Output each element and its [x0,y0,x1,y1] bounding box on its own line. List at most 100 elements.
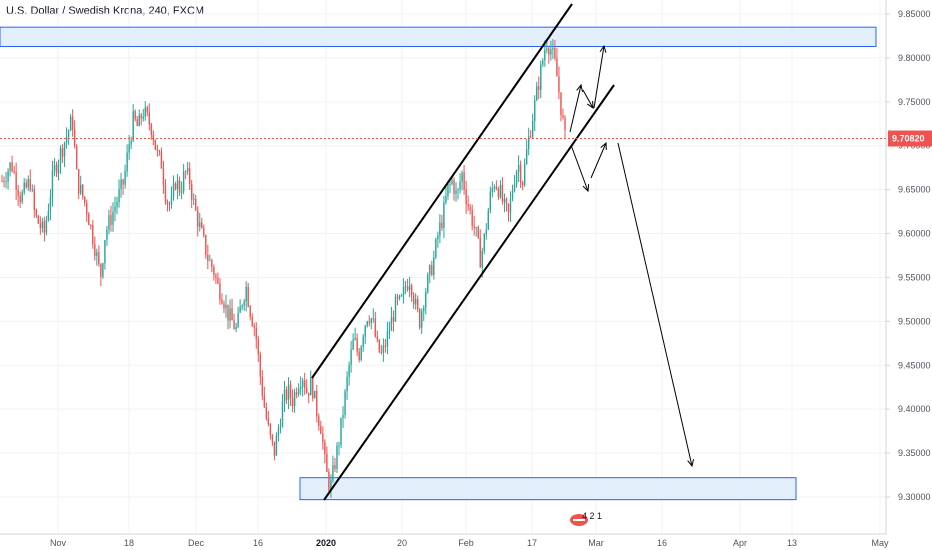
candle-body [114,206,116,212]
y-axis[interactable]: 9.850009.800009.750009.700009.650009.600… [885,0,932,550]
candle-body [116,202,118,207]
candle-body [199,222,201,227]
arrow-up-1-head [576,83,584,92]
candle-body [65,136,68,143]
candle-body [5,181,7,183]
candle-body [29,179,31,190]
y-tick-label: 9.45000 [898,360,931,370]
candle-body [538,86,540,90]
candle-body [1,180,3,182]
candle-body [427,274,429,293]
candle-body [69,116,72,131]
candle-body [509,198,512,213]
candle-body [414,299,417,305]
candle-body [9,162,11,172]
arrow-up-2 [593,45,605,109]
candle-body [513,184,516,191]
candle-body [59,148,62,164]
candle-body [443,202,445,228]
candle-body [491,188,494,192]
candle-body [138,114,140,127]
candle-body [439,222,441,236]
arrow-down-2 [570,144,589,192]
candle-body [275,435,278,456]
candle-body [344,391,346,415]
candle-body [529,136,532,138]
y-tick-label: 9.60000 [898,229,931,239]
candle-body [295,392,298,395]
candle-body [556,58,558,77]
candle-body [152,134,155,140]
arrow-down-1-head [586,100,594,110]
candle-body [41,221,44,228]
candle-body [21,192,23,203]
candle-body [261,376,264,396]
candle-body [394,296,397,322]
candle-body [418,309,421,328]
candle-body [324,442,326,454]
candle-body [209,260,211,262]
candle-body [203,227,205,236]
candle-body [299,386,302,389]
candle-body [33,189,36,210]
candle-body [86,202,88,214]
candle-body [471,209,473,227]
candle-body [100,263,102,277]
arrow-up-2-head [599,44,607,53]
candle-body [287,384,290,400]
candle-body [49,197,52,212]
candle-body [170,196,173,205]
candle-body [400,295,403,296]
candle-body [362,336,364,347]
x-tick-label: 16 [657,538,667,548]
x-tick-label: May [871,538,889,548]
candle-body [378,339,381,352]
candle-body [251,316,253,326]
candle-body [396,296,399,299]
candle-body [188,168,191,185]
candle-body [497,188,500,198]
y-tick-label: 9.55000 [898,272,931,282]
support-zone [299,477,797,501]
candle-body [90,225,92,226]
y-axis-bg [886,0,932,550]
candle-body [312,377,314,399]
candle-body [364,325,366,337]
candle-body [162,168,165,185]
candle-body [453,180,455,194]
candle-body [521,182,524,186]
candle-body [552,48,554,50]
y-tick-label: 9.85000 [898,9,931,19]
candle-body [120,179,122,190]
candle-body [281,402,284,427]
candle-body [479,237,481,268]
candle-body [350,349,352,365]
candle-body [326,453,328,472]
candle-body [160,151,163,169]
x-tick-label: 20 [397,538,407,548]
candle-body [158,150,161,152]
candle-body [548,48,550,55]
candle-body [433,257,435,276]
candle-body [221,299,223,304]
candle-body [168,203,171,205]
candle-body [554,48,556,59]
candle-body [106,229,108,241]
candle-body [320,425,322,434]
candle-body [247,286,249,307]
candle-body [195,198,197,211]
candle-body [544,49,546,61]
candle-body [15,172,17,190]
candle-body [402,286,405,296]
candle-body [368,321,370,323]
candle-body [178,180,181,193]
candle-body [388,330,391,332]
candle-body [390,317,393,331]
candle-body [540,64,542,90]
candle-body [412,295,415,305]
grid [0,0,886,534]
x-tick-label: 13 [787,538,797,548]
zones [0,26,877,501]
